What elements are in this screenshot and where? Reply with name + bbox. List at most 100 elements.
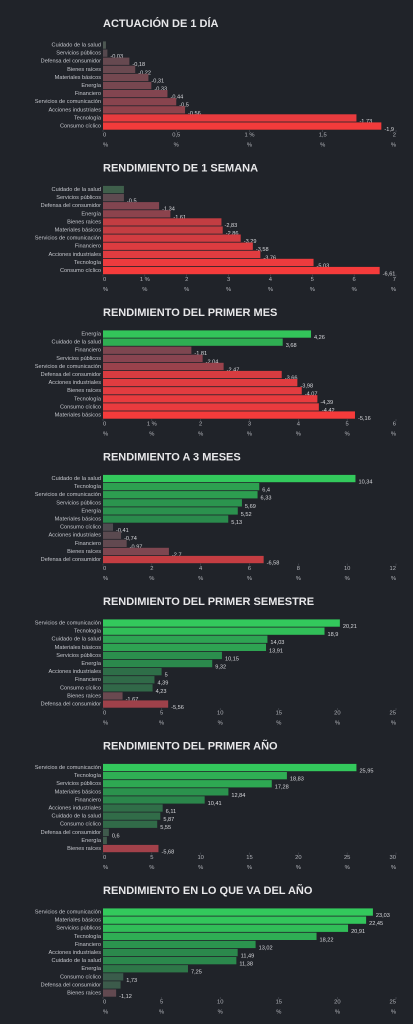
x-tick-label: 2 bbox=[150, 566, 153, 572]
x-tick-label: 25 bbox=[390, 711, 396, 717]
category-label: Defensa del consumidor bbox=[41, 830, 101, 836]
x-tick-unit: % bbox=[218, 721, 223, 727]
category-label: Energía bbox=[81, 508, 101, 514]
value-label: -4,42 bbox=[322, 408, 335, 414]
value-label: 6,11 bbox=[166, 809, 176, 815]
bar bbox=[103, 210, 171, 218]
value-label: -2,86 bbox=[226, 231, 239, 237]
category-label: Consumo cíclico bbox=[60, 822, 101, 828]
category-label: Servicios de comunicación bbox=[35, 492, 101, 498]
value-label: -3,76 bbox=[263, 255, 276, 261]
x-tick-unit: % bbox=[296, 576, 301, 582]
category-label: Bienes raíces bbox=[67, 67, 101, 73]
chart-title: RENDIMIENTO DEL PRIMER SEMESTRE bbox=[103, 596, 314, 608]
value-label: 20,21 bbox=[343, 624, 357, 630]
category-label: Materiales básicos bbox=[55, 789, 102, 795]
bar bbox=[103, 122, 382, 130]
x-tick-label: 6 bbox=[393, 422, 396, 428]
category-label: Tecnología bbox=[74, 260, 102, 266]
category-label: Servicios de comunicación bbox=[35, 621, 101, 627]
value-label: -3,98 bbox=[300, 384, 313, 390]
x-tick-label: 1 % bbox=[245, 133, 255, 139]
chart-title: RENDIMIENTO DE 1 SEMANA bbox=[103, 162, 258, 174]
x-tick-label: 10 bbox=[197, 855, 203, 861]
x-tick-label: 20 bbox=[295, 855, 301, 861]
x-tick-unit: % bbox=[276, 1010, 281, 1016]
bar bbox=[103, 796, 205, 804]
value-label: 11,38 bbox=[239, 962, 253, 968]
bar bbox=[103, 700, 169, 708]
x-tick-unit: % bbox=[198, 432, 203, 438]
bar bbox=[103, 507, 238, 515]
bar bbox=[103, 370, 282, 379]
category-label: Tecnología bbox=[74, 115, 102, 121]
x-tick-label: 7 bbox=[393, 277, 396, 283]
value-label: 4,39 bbox=[157, 681, 168, 687]
x-tick-unit: % bbox=[149, 865, 154, 871]
x-tick-label: 0 bbox=[103, 422, 106, 428]
bar bbox=[103, 763, 357, 772]
bar bbox=[103, 266, 380, 275]
bar bbox=[103, 924, 349, 932]
category-label: Bienes raíces bbox=[67, 693, 101, 699]
value-label: -1,67 bbox=[126, 697, 139, 703]
x-tick-unit: % bbox=[103, 721, 108, 727]
bar bbox=[103, 916, 367, 924]
category-label: Acciones industriales bbox=[48, 380, 101, 386]
x-tick-label: 20 bbox=[334, 1000, 340, 1006]
x-tick-unit: % bbox=[174, 143, 179, 149]
x-tick-unit: % bbox=[391, 865, 396, 871]
value-label: -4,07 bbox=[305, 392, 318, 398]
category-label: Acciones industriales bbox=[48, 107, 101, 113]
bar bbox=[103, 668, 162, 676]
value-label: -3,29 bbox=[244, 239, 257, 245]
value-label: 20,91 bbox=[351, 929, 365, 935]
value-label: -1,12 bbox=[119, 994, 132, 1000]
x-tick-unit: % bbox=[247, 432, 252, 438]
value-label: -6,61 bbox=[383, 272, 396, 278]
value-label: -0,03 bbox=[110, 54, 123, 60]
value-label: 5,69 bbox=[245, 504, 256, 510]
value-label: -0,41 bbox=[116, 528, 129, 534]
x-tick-unit: % bbox=[159, 721, 164, 727]
category-label: Energía bbox=[81, 83, 101, 89]
category-label: Materiales básicos bbox=[55, 413, 102, 419]
x-tick-unit: % bbox=[391, 576, 396, 582]
x-tick-label: 12 bbox=[390, 566, 396, 572]
category-label: Bienes raíces bbox=[67, 219, 101, 225]
chart-title: RENDIMIENTO EN LO QUE VA DEL AÑO bbox=[103, 884, 313, 897]
x-tick-unit: % bbox=[391, 143, 396, 149]
bar bbox=[103, 395, 318, 403]
bar bbox=[103, 242, 253, 250]
value-label: -0,97 bbox=[130, 544, 143, 550]
x-tick-unit: % bbox=[184, 287, 189, 293]
x-tick-unit: % bbox=[345, 865, 350, 871]
value-label: 10,15 bbox=[225, 656, 239, 662]
value-label: -4,39 bbox=[320, 400, 333, 406]
value-label: 10,41 bbox=[208, 801, 222, 807]
x-tick-unit: % bbox=[320, 143, 325, 149]
bar bbox=[103, 957, 237, 965]
category-label: Consumo cíclico bbox=[60, 124, 101, 130]
x-tick-label: 5 bbox=[160, 1000, 163, 1006]
bar bbox=[103, 354, 203, 362]
bar bbox=[103, 539, 127, 547]
category-label: Servicios de comunicación bbox=[35, 364, 101, 370]
x-tick-unit: % bbox=[276, 721, 281, 727]
bar bbox=[103, 515, 229, 523]
bar bbox=[103, 948, 238, 957]
bar bbox=[103, 828, 109, 836]
category-label: Cuidado de la salud bbox=[52, 637, 101, 643]
x-tick-unit: % bbox=[296, 865, 301, 871]
bar bbox=[103, 483, 260, 491]
category-label: Financiero bbox=[75, 797, 101, 803]
bar bbox=[103, 981, 121, 989]
x-tick-label: 0 bbox=[103, 277, 106, 283]
x-tick-label: 15 bbox=[246, 855, 252, 861]
bar bbox=[103, 812, 161, 820]
x-tick-unit: % bbox=[391, 287, 396, 293]
chart-title: RENDIMIENTO A 3 MESES bbox=[103, 451, 241, 463]
value-label: -0,22 bbox=[138, 70, 151, 76]
x-tick-unit: % bbox=[310, 287, 315, 293]
value-label: 11,49 bbox=[241, 954, 255, 960]
